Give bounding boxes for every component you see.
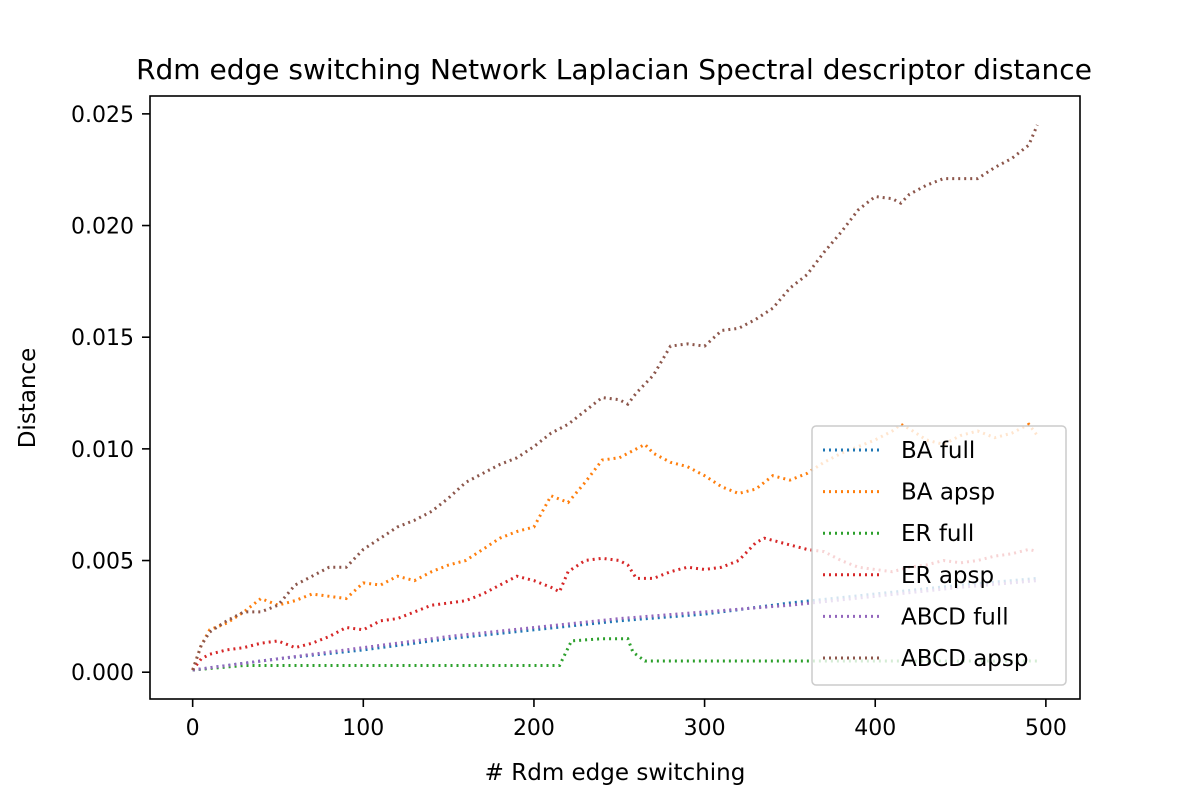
legend-label-2: ER full (901, 521, 974, 547)
legend-label-0: BA full (901, 438, 975, 464)
y-tick-label: 0.015 (71, 326, 134, 351)
x-tick-label: 100 (342, 716, 384, 741)
legend-label-5: ABCD apsp (901, 646, 1028, 672)
x-tick-label: 400 (854, 716, 896, 741)
y-tick-label: 0.005 (71, 550, 134, 575)
plot-frame (149, 95, 1081, 700)
x-tick-label: 0 (186, 716, 200, 741)
x-axis-ticks: 0 100 200 300 400 500 (186, 699, 1067, 741)
x-tick-label: 300 (684, 716, 726, 741)
x-axis-title: # Rdm edge switching (485, 760, 746, 786)
legend-label-1: BA apsp (901, 480, 995, 506)
y-axis-ticks: 0.000 0.005 0.010 0.015 0.020 0.025 (71, 103, 150, 686)
series-line-1 (191, 422, 1039, 671)
y-tick-label: 0.000 (71, 661, 134, 686)
y-tick-label: 0.025 (71, 103, 134, 128)
legend-label-4: ABCD full (901, 604, 1009, 630)
legend-box (811, 425, 1067, 686)
legend-label-3: ER apsp (901, 563, 994, 589)
chart-title: Rdm edge switching Network Laplacian Spe… (136, 53, 1092, 86)
y-axis-title: Distance (15, 348, 41, 449)
y-tick-label: 0.010 (71, 438, 134, 463)
legend: BA full BA apsp ER full ER apsp ABCD full ABC… (811, 425, 1067, 686)
x-tick-label: 200 (513, 716, 555, 741)
y-tick-label: 0.020 (71, 215, 134, 240)
x-tick-label: 500 (1025, 716, 1067, 741)
